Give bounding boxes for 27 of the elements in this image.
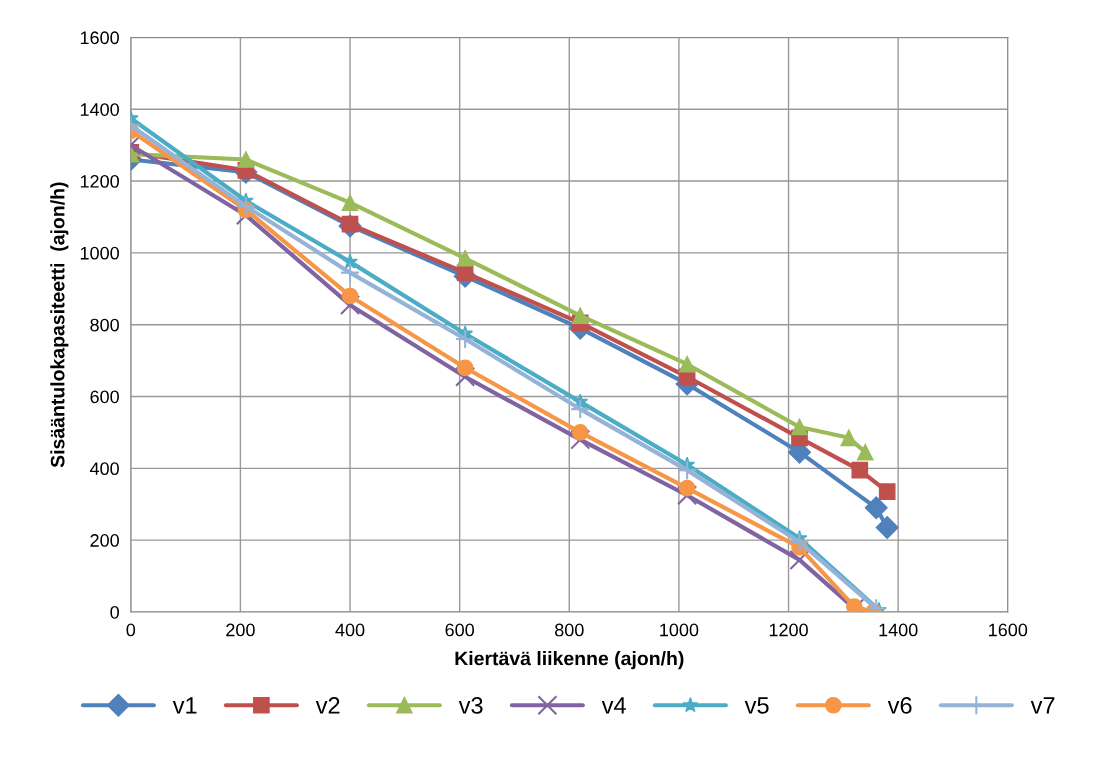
y-tick-label: 1600 xyxy=(80,31,119,45)
y-tick-label: 1400 xyxy=(80,103,119,116)
legend-label: v1 xyxy=(172,697,197,714)
y-axis-title: Sisääntulokapasiteetti (ajon/h) xyxy=(50,182,69,468)
y-tick-label: 1200 xyxy=(80,175,119,188)
y-tick-label: 200 xyxy=(90,534,119,547)
legend-label: v6 xyxy=(887,697,912,714)
x-tick-label: 0 xyxy=(126,623,136,637)
x-tick-label: 1400 xyxy=(879,623,918,637)
x-tick-label: 1600 xyxy=(989,623,1028,637)
y-tick-label: 600 xyxy=(90,390,119,404)
y-tick-label: 400 xyxy=(89,462,119,476)
legend-label: v2 xyxy=(315,697,340,714)
y-tick-label: 1000 xyxy=(80,246,119,260)
x-tick-label: 1200 xyxy=(769,623,808,637)
y-tick-label: 800 xyxy=(90,318,119,332)
x-axis-title: Kiertävä liikenne (ajon/h) xyxy=(455,651,684,670)
x-tick-label: 800 xyxy=(555,623,584,637)
x-tick-label: 600 xyxy=(445,623,475,637)
legend-label: v7 xyxy=(1030,697,1055,714)
x-tick-label: 200 xyxy=(226,623,255,637)
legend-label: v5 xyxy=(744,697,769,714)
y-tick-label: 0 xyxy=(110,605,119,619)
x-tick-label: 1000 xyxy=(660,623,699,637)
x-tick-label: 400 xyxy=(335,623,365,637)
legend-label: v3 xyxy=(458,697,483,714)
legend-label: v4 xyxy=(601,697,626,714)
